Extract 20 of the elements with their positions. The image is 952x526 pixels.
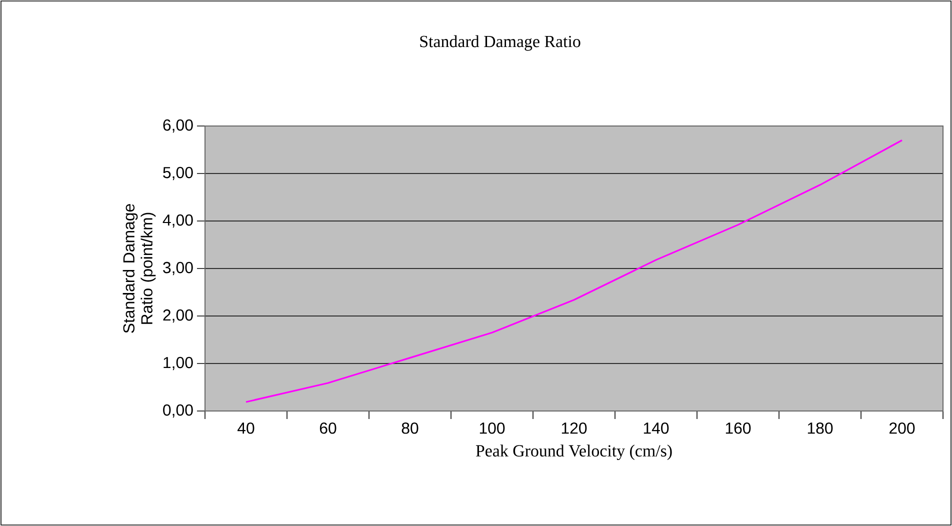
- x-tick-label: 40: [237, 422, 254, 434]
- y-axis-title: Standard Damage Ratio (point/km): [122, 204, 156, 333]
- y-tick-label: 3,00: [163, 262, 193, 276]
- chart-title: Standard Damage Ratio: [420, 35, 580, 51]
- x-tick-label: 200: [890, 422, 915, 434]
- line-series: [245, 139, 903, 403]
- x-tick-label: 100: [480, 422, 505, 434]
- x-tick-label: 120: [562, 422, 587, 434]
- y-tick-label: 2,00: [163, 309, 193, 323]
- y-tick-label: 1,00: [164, 356, 193, 370]
- x-tick-label: 140: [644, 422, 669, 434]
- x-tick-label: 60: [320, 422, 336, 434]
- y-tick-label: 5,00: [163, 166, 193, 180]
- y-tick-label: 6,00: [163, 119, 193, 133]
- y-tick-label: 0,00: [163, 404, 193, 418]
- x-axis-title: Peak Ground Velocity (cm/s): [476, 444, 672, 460]
- x-tick-label: 180: [808, 422, 833, 434]
- y-tick-label: 4,00: [162, 214, 193, 228]
- x-tick-label: 160: [726, 422, 751, 434]
- x-tick-label: 80: [402, 422, 418, 434]
